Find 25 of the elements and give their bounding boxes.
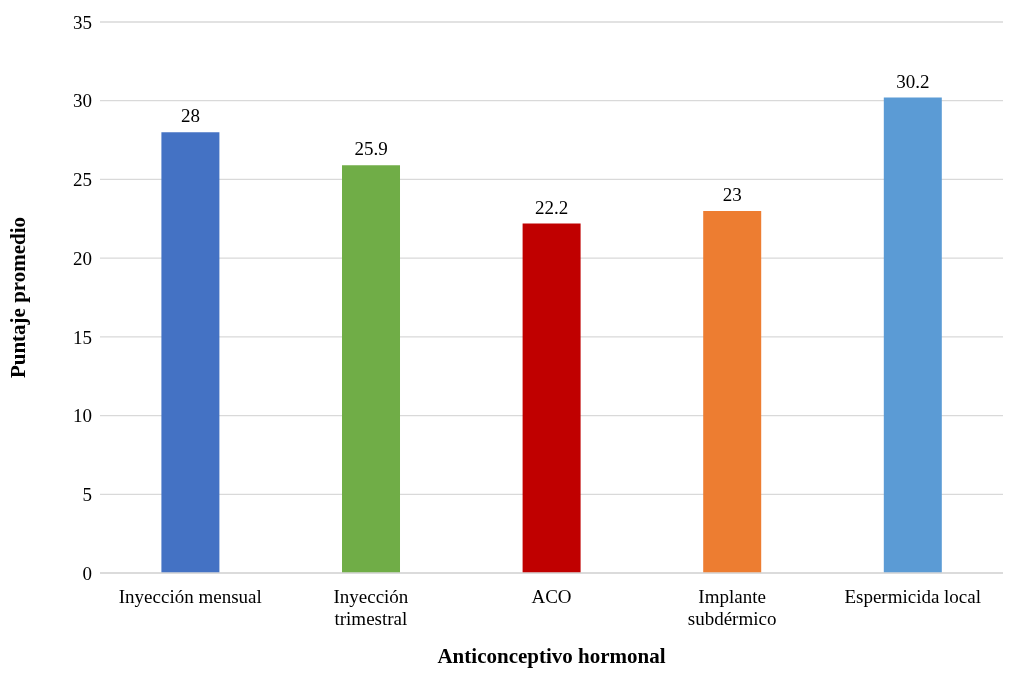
bar [342, 165, 400, 573]
bar [703, 210, 762, 573]
data-label: 28 [180, 105, 200, 127]
bar [883, 97, 942, 573]
y-tick-label: 25 [73, 169, 92, 191]
data-label: 25.9 [354, 138, 388, 160]
y-tick-label: 10 [73, 405, 92, 427]
y-tick-label: 0 [82, 562, 92, 584]
bar [161, 132, 220, 573]
x-tick-label: Implante subdérmico [687, 586, 777, 629]
y-tick-label: 20 [73, 247, 92, 269]
data-label: 22.2 [534, 196, 569, 218]
x-tick-label: Inyección trimestral [333, 586, 409, 629]
x-tick-label: Espermicida local [844, 586, 982, 607]
y-tick-label: 35 [73, 11, 92, 33]
bar [522, 223, 581, 573]
x-tick-label: ACO [531, 586, 572, 607]
y-axis-title: Puntaje promedio [6, 216, 31, 379]
data-label: 30.2 [896, 70, 930, 92]
y-tick-label: 30 [73, 90, 92, 112]
x-axis-title: Anticonceptivo hormonal [437, 644, 666, 668]
data-label: 23 [722, 183, 742, 205]
y-tick-label: 5 [82, 484, 92, 506]
y-tick-label: 15 [73, 326, 92, 348]
x-tick-label: Inyección mensual [118, 586, 262, 607]
